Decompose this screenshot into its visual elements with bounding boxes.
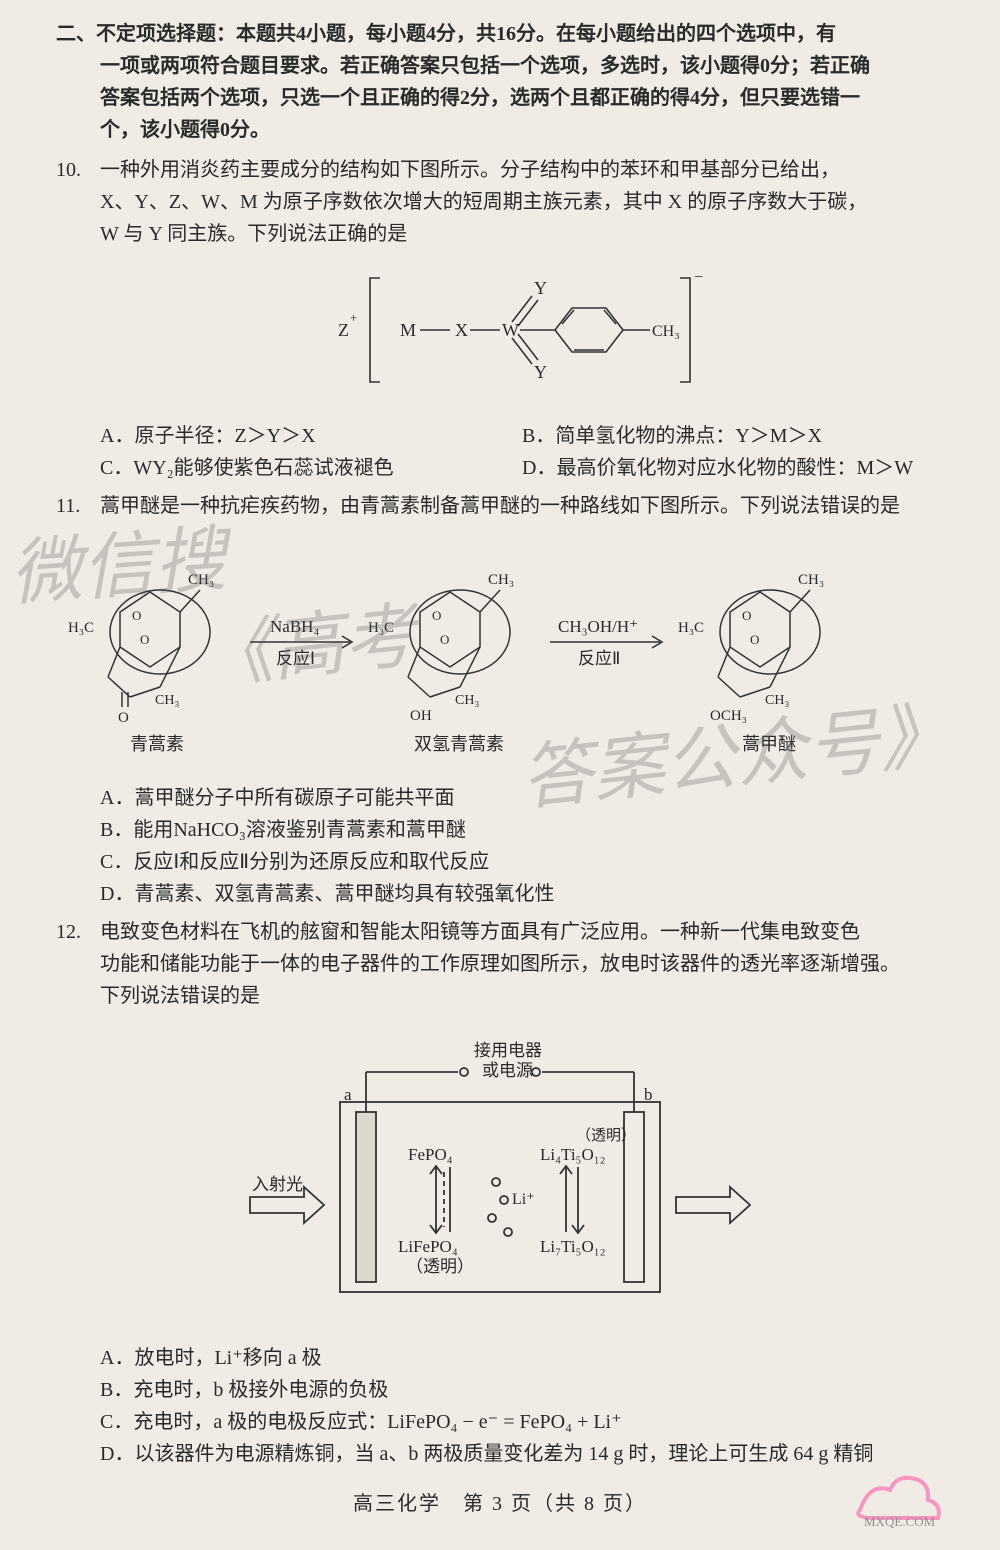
question-10: 10. 一种外用消炎药主要成分的结构如下图所示。分子结构中的苯环和甲基部分已给出… bbox=[56, 154, 944, 484]
svg-text:O: O bbox=[432, 608, 441, 623]
svg-text:CH₃: CH₃ bbox=[155, 693, 179, 708]
section-header-l4: 个，该小题得0分。 bbox=[56, 114, 944, 146]
svg-text:反应Ⅰ: 反应Ⅰ bbox=[276, 649, 315, 668]
q11-choice-a: A．蒿甲醚分子中所有碳原子可能共平面 bbox=[56, 782, 944, 814]
question-11: 11. 蒿甲醚是一种抗疟疾药物，由青蒿素制备蒿甲醚的一种路线如下图所示。下列说法… bbox=[56, 490, 944, 910]
q10-line2: X、Y、Z、W、M 为原子序数依次增大的短周期主族元素，其中 X 的原子序数大于… bbox=[56, 186, 944, 218]
svg-text:入射光: 入射光 bbox=[252, 1175, 303, 1194]
svg-text:Li⁺: Li⁺ bbox=[512, 1191, 535, 1208]
svg-text:或电源: 或电源 bbox=[482, 1061, 533, 1080]
svg-text:（透明）: （透明） bbox=[406, 1257, 474, 1276]
svg-text:W: W bbox=[502, 320, 519, 340]
q12-line3: 下列说法错误的是 bbox=[56, 980, 944, 1012]
svg-text:O: O bbox=[440, 632, 449, 647]
section-header-l1: 二、不定项选择题：本题共4小题，每小题4分，共16分。在每小题给出的四个选项中，… bbox=[56, 18, 944, 50]
svg-text:O: O bbox=[750, 632, 759, 647]
q11-figure: CH₃ H₃C O O O CH₃ 青蒿素 NaBH₄ 反应Ⅰ bbox=[56, 532, 944, 772]
q12-choice-b: B．充电时，b 极接外电源的负极 bbox=[56, 1374, 944, 1406]
svg-text:MXQE.COM: MXQE.COM bbox=[864, 1514, 936, 1529]
svg-text:Y: Y bbox=[534, 362, 547, 382]
svg-text:反应Ⅱ: 反应Ⅱ bbox=[578, 649, 620, 668]
q12-line2: 功能和储能功能于一体的电子器件的工作原理如图所示，放电时该器件的透光率逐渐增强。 bbox=[56, 948, 944, 980]
svg-text:Y: Y bbox=[534, 278, 547, 298]
svg-text:O: O bbox=[742, 608, 751, 623]
page-footer: 高三化学 第 3 页（共 8 页） bbox=[56, 1488, 944, 1520]
svg-text:O: O bbox=[118, 710, 129, 726]
section-header-l3: 答案包括两个选项，只选一个且正确的得2分，选两个且都正确的得4分，但只要选错一 bbox=[56, 82, 944, 114]
site-logo: MXQE.COM bbox=[850, 1470, 980, 1530]
q12-num: 12. bbox=[56, 916, 100, 948]
q10-choice-c: C．WY₂能够使紫色石蕊试液褪色 bbox=[100, 452, 522, 484]
svg-text:CH₃: CH₃ bbox=[765, 693, 789, 708]
section-header-l2: 一项或两项符合题目要求。若正确答案只包括一个选项，多选时，该小题得0分；若正确 bbox=[56, 50, 944, 82]
svg-text:−: − bbox=[694, 269, 703, 286]
svg-text:FePO₄: FePO₄ bbox=[408, 1145, 453, 1164]
svg-text:CH₃: CH₃ bbox=[798, 572, 824, 588]
svg-text:b: b bbox=[644, 1085, 653, 1104]
q12-choice-c: C．充电时，a 极的电极反应式：LiFePO₄ − e⁻ = FePO₄ + L… bbox=[56, 1406, 944, 1438]
svg-text:O: O bbox=[132, 608, 141, 623]
q11-num: 11. bbox=[56, 490, 100, 522]
svg-text:+: + bbox=[350, 310, 357, 325]
q12-figure: 接用电器 或电源 a b 入射光 FePO₄ LiFePO₄ （透明） Li₄T… bbox=[56, 1022, 944, 1332]
q12-line1: 电致变色材料在飞机的舷窗和智能太阳镜等方面具有广泛应用。一种新一代集电致变色 bbox=[100, 916, 944, 948]
svg-text:蒿甲醚: 蒿甲醚 bbox=[742, 734, 796, 754]
svg-text:CH₃: CH₃ bbox=[652, 323, 680, 340]
q11-choice-b: B．能用NaHCO₃溶液鉴别青蒿素和蒿甲醚 bbox=[56, 814, 944, 846]
section-header: 二、不定项选择题：本题共4小题，每小题4分，共16分。在每小题给出的四个选项中，… bbox=[56, 18, 944, 146]
svg-text:NaBH₄: NaBH₄ bbox=[270, 617, 319, 636]
svg-text:LiFePO₄: LiFePO₄ bbox=[398, 1237, 458, 1256]
q11-choice-d: D．青蒿素、双氢青蒿素、蒿甲醚均具有较强氧化性 bbox=[56, 878, 944, 910]
svg-text:Z: Z bbox=[338, 320, 349, 340]
svg-text:M: M bbox=[400, 320, 416, 340]
q10-figure: Z + M X W Y Y CH₃ − bbox=[56, 260, 944, 410]
q10-num: 10. bbox=[56, 154, 100, 186]
q10-line1: 一种外用消炎药主要成分的结构如下图所示。分子结构中的苯环和甲基部分已给出， bbox=[100, 154, 944, 186]
svg-text:OCH₃: OCH₃ bbox=[710, 708, 747, 724]
svg-text:H₃C: H₃C bbox=[678, 620, 704, 636]
svg-text:双氢青蒿素: 双氢青蒿素 bbox=[414, 734, 504, 754]
svg-text:Li₇Ti₅O₁₂: Li₇Ti₅O₁₂ bbox=[540, 1237, 606, 1256]
svg-text:接用电器: 接用电器 bbox=[474, 1041, 542, 1060]
svg-text:a: a bbox=[344, 1085, 352, 1104]
svg-text:X: X bbox=[455, 320, 468, 340]
svg-text:O: O bbox=[140, 632, 149, 647]
svg-text:CH₃: CH₃ bbox=[188, 572, 214, 588]
q11-line1: 蒿甲醚是一种抗疟疾药物，由青蒿素制备蒿甲醚的一种路线如下图所示。下列说法错误的是 bbox=[100, 490, 944, 522]
svg-text:（透明）: （透明） bbox=[576, 1127, 636, 1144]
q11-choice-c: C．反应Ⅰ和反应Ⅱ分别为还原反应和取代反应 bbox=[56, 846, 944, 878]
q10-choice-a: A．原子半径：Z＞Y＞X bbox=[100, 420, 522, 452]
svg-text:Li₄Ti₅O₁₂: Li₄Ti₅O₁₂ bbox=[540, 1145, 606, 1164]
svg-text:OH: OH bbox=[410, 708, 432, 724]
q10-choice-b: B．简单氢化物的沸点：Y＞M＞X bbox=[522, 420, 944, 452]
svg-text:H₃C: H₃C bbox=[368, 620, 394, 636]
svg-text:青蒿素: 青蒿素 bbox=[130, 734, 184, 754]
svg-text:CH₃: CH₃ bbox=[488, 572, 514, 588]
q12-choice-d: D．以该器件为电源精炼铜，当 a、b 两极质量变化差为 14 g 时，理论上可生… bbox=[56, 1438, 944, 1470]
q10-choice-d: D．最高价氧化物对应水化物的酸性：M＞W bbox=[522, 452, 944, 484]
svg-text:CH₃OH/H⁺: CH₃OH/H⁺ bbox=[558, 617, 638, 636]
question-12: 12. 电致变色材料在飞机的舷窗和智能太阳镜等方面具有广泛应用。一种新一代集电致… bbox=[56, 916, 944, 1470]
q10-line3: W 与 Y 同主族。下列说法正确的是 bbox=[56, 218, 944, 250]
q12-choice-a: A．放电时，Li⁺移向 a 极 bbox=[56, 1342, 944, 1374]
svg-text:H₃C: H₃C bbox=[68, 620, 94, 636]
svg-text:CH₃: CH₃ bbox=[455, 693, 479, 708]
